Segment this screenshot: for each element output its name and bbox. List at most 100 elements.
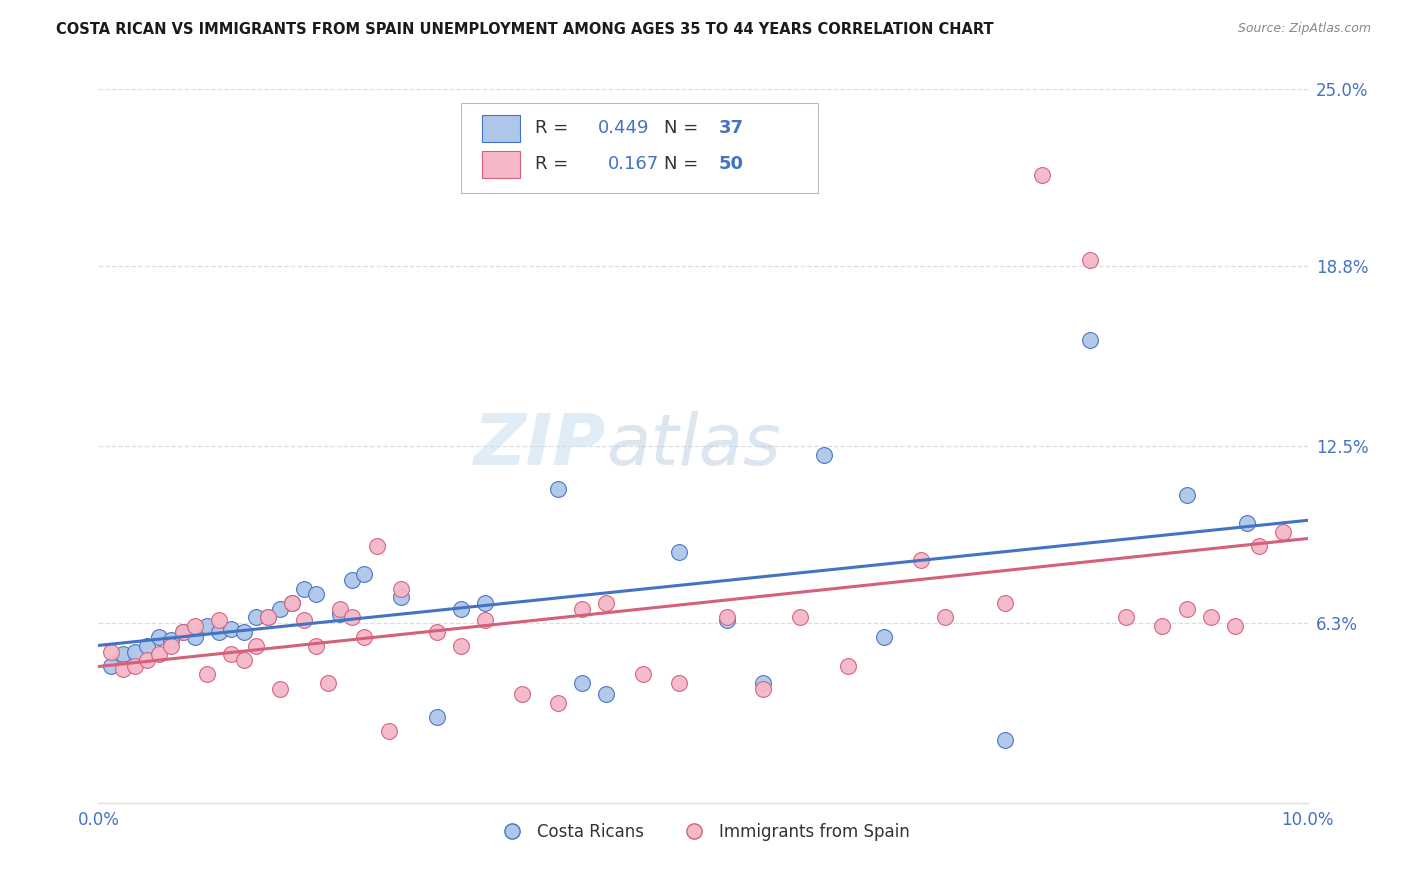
Point [994, 733, 1017, 747]
Point [256, 610, 278, 624]
Text: R =: R = [534, 155, 574, 173]
Point [184, 630, 207, 644]
Point [232, 624, 254, 639]
Point [208, 624, 231, 639]
Text: 0.167: 0.167 [607, 155, 659, 173]
Point [547, 482, 569, 496]
Point [716, 610, 738, 624]
Point [281, 596, 304, 610]
Point [342, 573, 364, 587]
Point [450, 639, 472, 653]
Point [752, 676, 775, 690]
Point [1175, 601, 1198, 615]
Point [1272, 524, 1295, 539]
Point [329, 607, 352, 622]
Point [100, 644, 122, 658]
Point [474, 596, 496, 610]
Point [172, 624, 194, 639]
Point [135, 639, 157, 653]
Point [292, 582, 315, 596]
Point [571, 601, 593, 615]
Point [305, 587, 328, 601]
Point [837, 658, 859, 673]
Point [1249, 539, 1271, 553]
Point [269, 681, 291, 696]
Point [510, 687, 533, 701]
Point [245, 639, 267, 653]
Point [631, 667, 654, 681]
Point [208, 613, 231, 627]
Point [305, 639, 328, 653]
Point [353, 630, 375, 644]
Point [366, 539, 388, 553]
Point [195, 667, 218, 681]
Point [595, 596, 617, 610]
Point [124, 658, 146, 673]
Point [1031, 168, 1053, 182]
Point [716, 613, 738, 627]
Point [160, 633, 183, 648]
Text: 50: 50 [718, 155, 744, 173]
Point [1078, 334, 1101, 348]
Text: COSTA RICAN VS IMMIGRANTS FROM SPAIN UNEMPLOYMENT AMONG AGES 35 TO 44 YEARS CORR: COSTA RICAN VS IMMIGRANTS FROM SPAIN UNE… [56, 22, 994, 37]
Point [426, 710, 449, 724]
Point [100, 658, 122, 673]
Point [195, 619, 218, 633]
Point [172, 624, 194, 639]
Point [450, 601, 472, 615]
Point [135, 653, 157, 667]
Point [934, 610, 956, 624]
Point [269, 601, 291, 615]
Point [789, 610, 811, 624]
Point [474, 613, 496, 627]
Text: 0.449: 0.449 [598, 120, 650, 137]
Point [1199, 610, 1222, 624]
Point [1236, 516, 1258, 530]
Text: N =: N = [664, 120, 704, 137]
Point [221, 622, 243, 636]
Point [353, 567, 375, 582]
Point [292, 613, 315, 627]
Point [813, 448, 835, 462]
Text: atlas: atlas [606, 411, 780, 481]
Point [389, 591, 412, 605]
Point [329, 601, 352, 615]
Text: 37: 37 [718, 120, 744, 137]
Point [281, 596, 304, 610]
Point [124, 644, 146, 658]
Point [232, 653, 254, 667]
Point [256, 610, 278, 624]
Text: ZIP: ZIP [474, 411, 606, 481]
Point [221, 648, 243, 662]
Point [148, 648, 170, 662]
Text: R =: R = [534, 120, 574, 137]
Point [426, 624, 449, 639]
Point [111, 648, 134, 662]
Point [873, 630, 896, 644]
FancyBboxPatch shape [461, 103, 818, 193]
Text: Source: ZipAtlas.com: Source: ZipAtlas.com [1237, 22, 1371, 36]
Point [377, 724, 399, 739]
Point [1223, 619, 1246, 633]
Text: N =: N = [664, 155, 704, 173]
Point [245, 610, 267, 624]
Point [316, 676, 339, 690]
Point [1115, 610, 1137, 624]
Point [111, 662, 134, 676]
Point [595, 687, 617, 701]
Point [389, 582, 412, 596]
Point [910, 553, 932, 567]
Point [547, 696, 569, 710]
Point [184, 619, 207, 633]
FancyBboxPatch shape [482, 115, 520, 142]
Point [571, 676, 593, 690]
Point [994, 596, 1017, 610]
Point [1175, 487, 1198, 501]
FancyBboxPatch shape [482, 151, 520, 178]
Legend: Costa Ricans, Immigrants from Spain: Costa Ricans, Immigrants from Spain [489, 817, 917, 848]
Point [752, 681, 775, 696]
Point [1152, 619, 1174, 633]
Point [668, 544, 690, 558]
Point [1078, 253, 1101, 268]
Point [342, 610, 364, 624]
